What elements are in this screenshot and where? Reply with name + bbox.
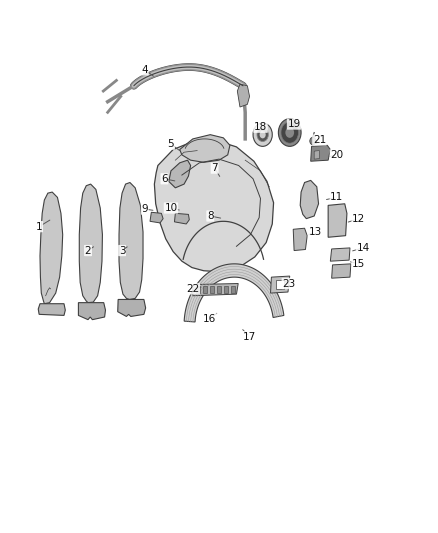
Polygon shape xyxy=(169,160,191,188)
Text: 10: 10 xyxy=(164,203,177,213)
Polygon shape xyxy=(40,192,63,304)
Polygon shape xyxy=(217,286,221,293)
Polygon shape xyxy=(237,84,250,107)
Text: 20: 20 xyxy=(330,150,343,160)
Circle shape xyxy=(286,127,294,138)
Polygon shape xyxy=(300,180,318,219)
Polygon shape xyxy=(196,286,200,293)
Circle shape xyxy=(257,128,268,142)
Polygon shape xyxy=(332,264,351,278)
Polygon shape xyxy=(210,286,214,293)
Polygon shape xyxy=(174,213,189,224)
Text: 3: 3 xyxy=(119,246,125,255)
Polygon shape xyxy=(180,135,230,163)
Text: 17: 17 xyxy=(243,332,256,342)
Text: 22: 22 xyxy=(186,284,199,294)
Text: 8: 8 xyxy=(207,211,214,221)
Text: 5: 5 xyxy=(168,139,174,149)
Polygon shape xyxy=(150,212,163,223)
Polygon shape xyxy=(79,184,102,303)
Text: 13: 13 xyxy=(308,227,321,237)
Polygon shape xyxy=(271,276,290,293)
Polygon shape xyxy=(154,140,274,272)
Text: 6: 6 xyxy=(161,174,168,184)
Text: 21: 21 xyxy=(313,135,326,145)
Polygon shape xyxy=(314,151,319,159)
Text: 12: 12 xyxy=(352,214,365,224)
Polygon shape xyxy=(224,286,228,293)
Circle shape xyxy=(253,123,272,147)
Text: 9: 9 xyxy=(141,204,148,214)
Text: 15: 15 xyxy=(352,259,365,269)
Text: 7: 7 xyxy=(211,163,218,173)
Polygon shape xyxy=(311,146,330,161)
Text: 19: 19 xyxy=(287,119,301,129)
Polygon shape xyxy=(118,300,146,317)
Circle shape xyxy=(279,119,301,147)
Text: 16: 16 xyxy=(203,313,216,324)
Polygon shape xyxy=(38,304,65,316)
Polygon shape xyxy=(184,264,284,322)
Text: 18: 18 xyxy=(254,122,267,132)
Polygon shape xyxy=(193,284,238,296)
Text: 14: 14 xyxy=(357,243,370,253)
Polygon shape xyxy=(293,228,307,251)
Text: 4: 4 xyxy=(141,65,148,75)
Polygon shape xyxy=(203,286,207,293)
Circle shape xyxy=(310,138,316,145)
Polygon shape xyxy=(119,182,143,300)
Bar xyxy=(276,280,284,289)
Text: 1: 1 xyxy=(36,222,42,232)
Text: 11: 11 xyxy=(330,192,343,203)
Polygon shape xyxy=(330,248,350,261)
Polygon shape xyxy=(328,204,347,237)
Text: 2: 2 xyxy=(85,246,92,255)
Text: 23: 23 xyxy=(282,279,296,288)
Circle shape xyxy=(281,122,298,143)
Polygon shape xyxy=(231,286,235,293)
Circle shape xyxy=(260,131,266,139)
Polygon shape xyxy=(78,303,106,320)
